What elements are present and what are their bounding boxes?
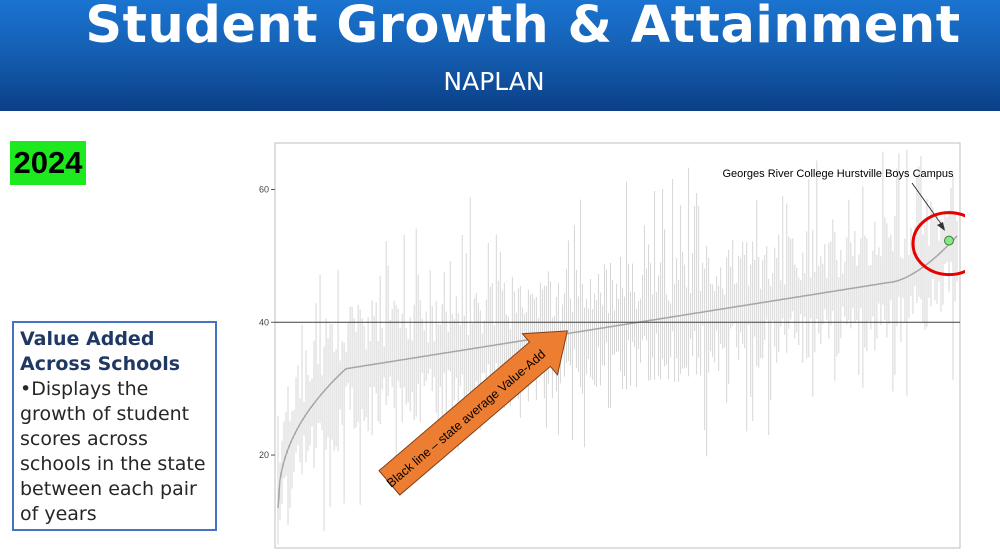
y-tick-label: 60: [259, 184, 269, 194]
info-box: Value Added Across Schools •Displays the…: [12, 321, 217, 531]
school-estimates-line: [277, 235, 958, 509]
year-badge: 2024: [10, 141, 86, 185]
trend-layer: [277, 235, 958, 509]
y-axis: 20 40 60: [259, 184, 275, 460]
info-body: •Displays the growth of student scores a…: [20, 378, 206, 525]
highlight-point: [944, 235, 954, 246]
header-banner: Student Growth & Attainment NAPLAN: [0, 0, 1000, 111]
y-tick-label: 40: [259, 317, 269, 327]
arrow-shape: [378, 330, 568, 496]
page-subtitle: NAPLAN: [443, 67, 545, 96]
y-tick-label: 20: [259, 450, 269, 460]
info-heading: Value Added Across Schools: [20, 328, 181, 375]
highlight-pointer-head: [937, 222, 945, 231]
page-title: Student Growth & Attainment: [85, 0, 961, 55]
highlight-pointer: [911, 182, 945, 229]
highlight-label: Georges River College Hurstville Boys Ca…: [722, 168, 954, 180]
value-added-chart: 20 40 60 Georges River College Hurstville …: [259, 142, 965, 549]
highlight-circle: [911, 211, 965, 277]
